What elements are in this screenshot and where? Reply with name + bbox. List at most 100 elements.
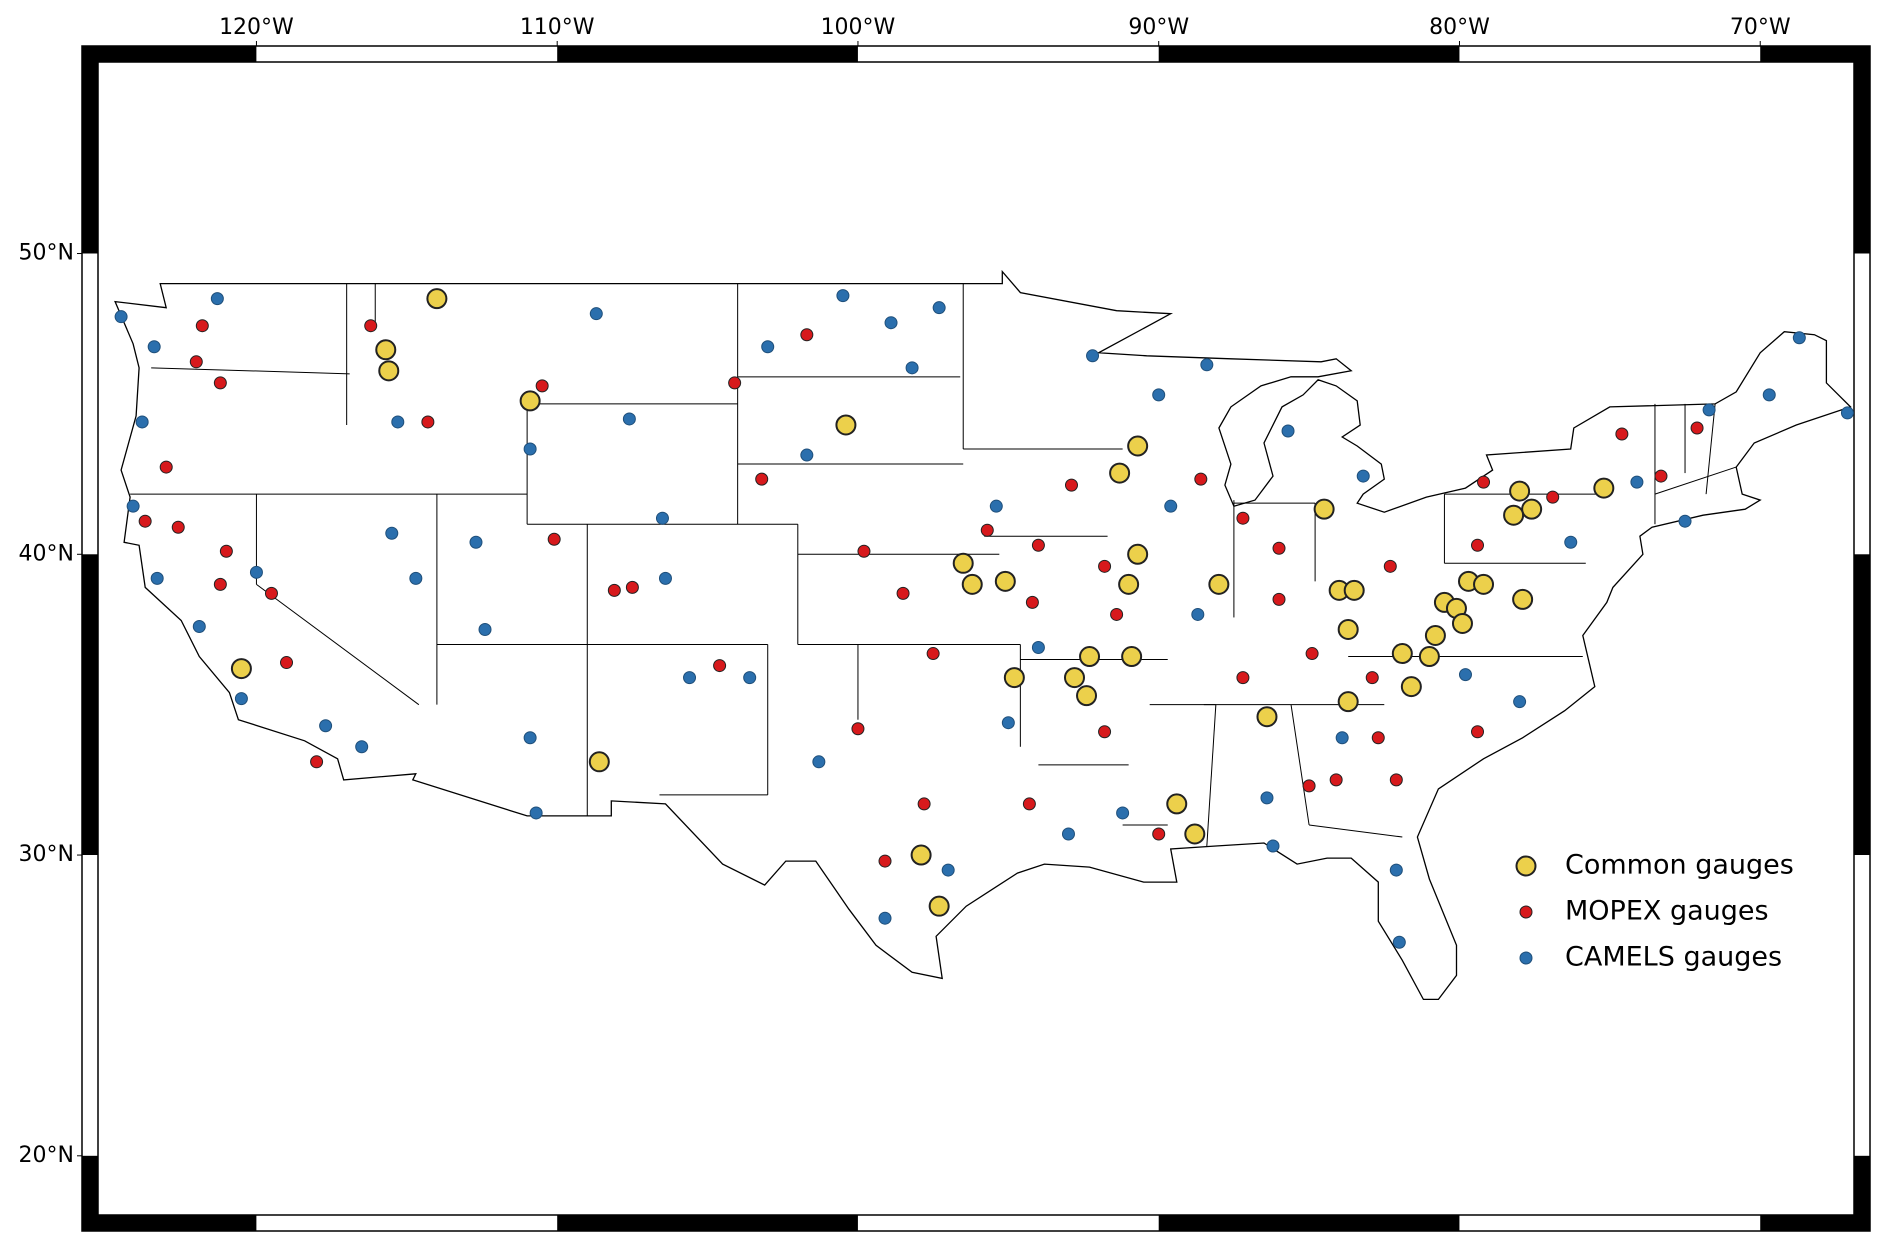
land <box>114 269 1852 1001</box>
gauge-point <box>1031 641 1045 655</box>
gauge-point <box>812 755 826 769</box>
gauge-point <box>230 658 252 680</box>
frame-outer <box>81 45 1871 1232</box>
frame-stripe <box>82 554 98 856</box>
gauge-point <box>1164 499 1178 513</box>
gauge-point <box>159 460 173 474</box>
gauge-point <box>932 301 946 315</box>
state-border <box>1705 403 1716 495</box>
gauge-point <box>1389 863 1403 877</box>
frame-stripe <box>1158 46 1460 62</box>
gauge-point <box>607 583 621 597</box>
gauge-point <box>851 722 865 736</box>
gauge-point <box>1451 612 1473 634</box>
state-border <box>1290 704 1310 826</box>
gauge-point <box>1509 480 1531 502</box>
gauge-point <box>926 647 940 661</box>
gauge-point <box>1678 514 1692 528</box>
gauge-point <box>1546 490 1560 504</box>
gauge-point <box>234 692 248 706</box>
frame-stripe <box>1854 253 1870 555</box>
frame-stripe <box>1459 46 1761 62</box>
gauge-point <box>1471 725 1485 739</box>
gauge-point <box>1365 671 1379 685</box>
gauge-point <box>421 415 435 429</box>
gauge-point <box>409 571 423 585</box>
gauge-point <box>1121 646 1143 668</box>
gauge-point <box>469 535 483 549</box>
gauge-point <box>1654 469 1668 483</box>
gauge-point <box>884 316 898 330</box>
x-tick-label: 110°W <box>520 15 595 40</box>
gauge-point <box>1076 685 1098 707</box>
gauge-point <box>655 511 669 525</box>
legend-label: Common gauges <box>1565 850 1794 881</box>
y-tick-label: 50°N <box>19 241 74 266</box>
gauge-point <box>249 565 263 579</box>
gauge-point <box>1337 618 1359 640</box>
gauge-point <box>1003 667 1025 689</box>
gauge-point <box>1383 559 1397 573</box>
gauge-point <box>980 523 994 537</box>
gauge-point <box>1281 424 1295 438</box>
gauge-point <box>1272 592 1286 606</box>
gauge-point <box>378 360 400 382</box>
gauge-point <box>1424 624 1446 646</box>
gauge-point <box>1118 573 1140 595</box>
gauge-point <box>213 577 227 591</box>
gauge-point <box>1302 779 1316 793</box>
frame-stripes <box>81 45 1871 1232</box>
frame-inner <box>97 61 1855 1216</box>
gauge-point <box>588 751 610 773</box>
gauge-point <box>210 292 224 306</box>
gauge-point <box>385 526 399 540</box>
gauge-point <box>114 310 128 324</box>
frame-stripe <box>857 46 1159 62</box>
gauge-point <box>138 514 152 528</box>
gauge-point <box>1305 647 1319 661</box>
gauge-point <box>1392 935 1406 949</box>
gauge-point <box>213 376 227 390</box>
gauge-point <box>1031 538 1045 552</box>
gauge-point <box>683 671 697 685</box>
ticks: 120°W 110°W 100°W 90°W 80°W 70°W 20°N 30°N 40°N 5… <box>19 15 1791 1168</box>
gauge-point <box>375 339 397 361</box>
state-border <box>151 367 350 375</box>
x-tick-label: 80°W <box>1429 15 1490 40</box>
frame-stripe <box>256 1215 558 1231</box>
frame-stripe <box>857 1215 1159 1231</box>
frame-stripe <box>82 46 98 254</box>
gauge-point <box>1521 498 1543 520</box>
gauge-point <box>952 552 974 574</box>
gauge-point <box>1001 716 1015 730</box>
state-border <box>1654 466 1737 495</box>
gauge-point <box>989 499 1003 513</box>
gauge-point <box>426 288 448 310</box>
gauge-point <box>478 622 492 636</box>
gauge-point <box>1127 435 1149 457</box>
gauge-point <box>1194 472 1208 486</box>
frame-stripe <box>1760 1215 1870 1231</box>
legend-marker <box>1519 951 1533 965</box>
legend-label: MOPEX gauges <box>1565 896 1769 927</box>
gauge-point <box>1152 827 1166 841</box>
gauge-point <box>1166 793 1188 815</box>
gauge-point <box>1337 691 1359 713</box>
gauge-point <box>529 806 543 820</box>
gauge-point <box>523 731 537 745</box>
legend: Common gauges MOPEX gauges CAMELS gauges <box>1515 850 1794 973</box>
frame-stripe <box>557 1215 858 1231</box>
gauge-point <box>1615 427 1629 441</box>
gauge-point <box>1840 406 1854 420</box>
gauge-point <box>1098 725 1112 739</box>
gauge-point <box>917 797 931 811</box>
gauge-point <box>994 570 1016 592</box>
gauge-point <box>1329 773 1343 787</box>
gauge-point <box>1116 806 1130 820</box>
gauge-point <box>1086 349 1100 363</box>
gauge-point <box>910 844 932 866</box>
gauge-point <box>1400 676 1422 698</box>
gauge-point <box>1458 668 1472 682</box>
